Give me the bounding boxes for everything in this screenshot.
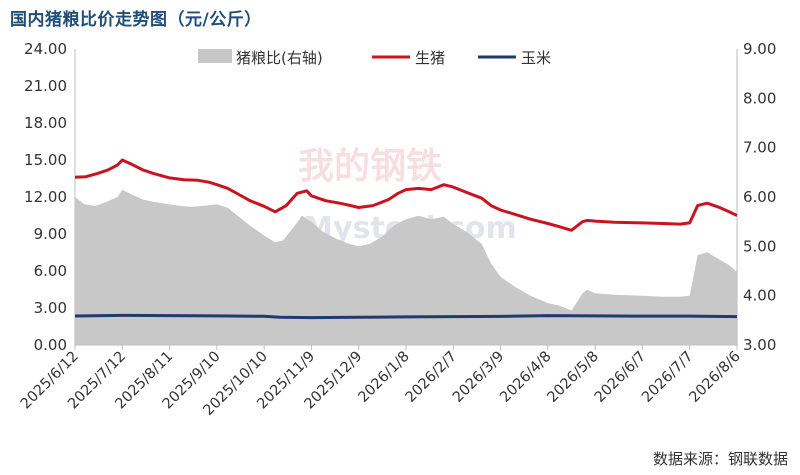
series-line-corn [74,313,738,320]
right-tick-label: 7.00 [743,139,776,157]
legend-label: 生猪 [415,49,445,67]
left-tick-label: 12.00 [24,188,67,206]
ratio-area-layer [75,189,737,345]
svg-text:我的钢铁: 我的钢铁 [298,146,442,187]
left-tick-label: 21.00 [24,77,67,95]
series-area-ratio [75,189,737,345]
chart-title: 国内猪粮比价走势图（元/公斤） [10,10,262,30]
right-tick-label: 8.00 [743,89,776,107]
legend: 猪粮比(右轴) 生猪 玉米 [198,49,551,67]
left-tick-label: 24.00 [24,40,67,58]
legend-label: 猪粮比(右轴) [236,49,323,67]
legend-swatch-ratio [198,49,232,63]
left-tick-label: 18.00 [24,114,67,132]
right-tick-label: 5.00 [743,237,776,255]
right-tick-label: 4.00 [743,287,776,305]
series-line-pig [74,158,738,232]
legend-label: 玉米 [521,49,551,67]
right-tick-label: 6.00 [743,188,776,206]
left-tick-label: 3.00 [34,299,67,317]
left-tick-label: 0.00 [34,336,67,354]
left-tick-label: 9.00 [34,225,67,243]
left-tick-label: 6.00 [34,262,67,280]
line-layer [74,158,738,320]
right-tick-label: 3.00 [743,336,776,354]
left-tick-label: 15.00 [24,151,67,169]
data-source: 数据来源：钢联数据 [652,450,788,468]
right-tick-label: 9.00 [743,40,776,58]
x-tick-label: 2026/8/6 [686,349,743,406]
